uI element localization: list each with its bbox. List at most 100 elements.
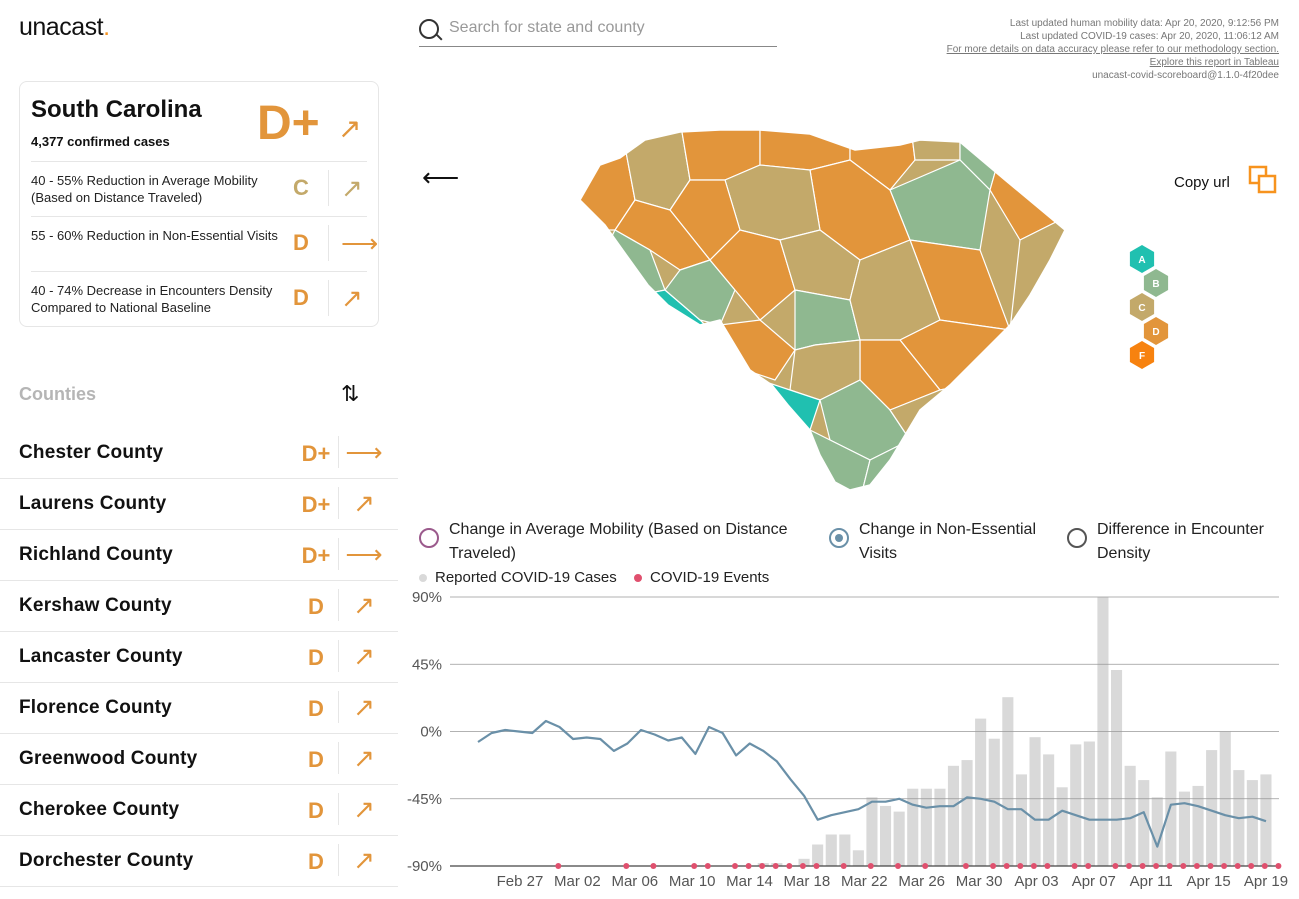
- event-dot: [772, 863, 779, 869]
- county-row[interactable]: Greenwood County D ↗: [0, 734, 398, 785]
- confirmed-cases: 4,377 confirmed cases: [31, 134, 170, 149]
- county-grade: D: [308, 747, 324, 772]
- metric-grade: C: [293, 175, 309, 200]
- trend-arrow-icon: ↗: [338, 487, 389, 519]
- county-row[interactable]: Kershaw County D ↗: [0, 581, 398, 632]
- county-row[interactable]: Florence County D ↗: [0, 683, 398, 734]
- radio-button[interactable]: [1067, 528, 1087, 548]
- mobility-updated: Last updated human mobility data: Apr 20…: [1009, 18, 1279, 29]
- county-name: Florence County: [19, 697, 172, 718]
- event-dot: [1261, 863, 1268, 869]
- search-icon[interactable]: [419, 19, 439, 39]
- county-row[interactable]: Cherokee County D ↗: [0, 785, 398, 836]
- event-dot: [1085, 863, 1092, 869]
- x-tick-label: Mar 18: [784, 873, 831, 890]
- grade-hex-a: [1129, 245, 1155, 273]
- event-dot: [704, 863, 711, 869]
- event-dot: [623, 863, 630, 869]
- sort-icon[interactable]: ⇅: [341, 381, 360, 406]
- case-bar: [1138, 780, 1150, 866]
- radio-button-selected[interactable]: [829, 528, 849, 548]
- option-label: Change in Non-Essential Visits: [859, 521, 1036, 562]
- copy-url-label[interactable]: Copy url: [1174, 174, 1230, 191]
- event-dot: [1180, 863, 1187, 869]
- option-label: Change in Average Mobility (Based on Dis…: [449, 521, 788, 562]
- cases-updated: Last updated COVID-19 cases: Apr 20, 202…: [1020, 31, 1279, 42]
- event-dot: [990, 863, 997, 869]
- tableau-link[interactable]: Explore this report in Tableau: [1149, 57, 1279, 68]
- county-row[interactable]: Lancaster County D ↗: [0, 632, 398, 683]
- county-region[interactable]: [560, 120, 636, 231]
- version-text: unacast-covid-scoreboard@1.1.0-4f20dee: [1092, 70, 1279, 81]
- event-dot: [1166, 863, 1173, 869]
- metric-grade: D: [293, 285, 309, 310]
- option-label: Difference in Encounter Density: [1097, 521, 1264, 562]
- counties-heading: Counties: [19, 384, 97, 404]
- x-tick-label: Mar 06: [611, 873, 658, 890]
- non-essential-visits-line: [477, 719, 1267, 848]
- county-name: Richland County: [19, 544, 173, 565]
- metric-text: 40 - 55% Reduction in Average Mobility (…: [31, 173, 258, 205]
- event-dot: [922, 863, 929, 869]
- legend-swatch: [634, 574, 642, 583]
- event-dot: [1030, 863, 1037, 869]
- case-bar: [798, 858, 810, 866]
- search-bar: [419, 16, 777, 47]
- county-grade: D: [308, 696, 324, 721]
- case-bar: [1083, 741, 1095, 866]
- y-tick-label: 0%: [420, 724, 442, 741]
- state-name: South Carolina: [31, 96, 202, 123]
- methodology-link[interactable]: For more details on data accuracy please…: [946, 44, 1279, 55]
- case-bar: [866, 797, 878, 866]
- grade-hex-b: [1143, 269, 1169, 297]
- trend-arrow-icon: ↗: [328, 280, 363, 316]
- trend-arrow-icon: ↗: [328, 170, 363, 206]
- event-dot: [1112, 863, 1119, 869]
- trend-arrow-icon: ⟶: [338, 538, 389, 570]
- trend-arrow-icon: ↗: [338, 844, 389, 876]
- county-grade: D+: [301, 492, 331, 517]
- x-tick-label: Mar 10: [669, 873, 716, 890]
- event-dot: [691, 863, 698, 869]
- grade-hex-label: B: [1152, 279, 1159, 290]
- event-dot: [1003, 863, 1010, 869]
- county-row[interactable]: Dorchester County D ↗: [0, 836, 398, 887]
- event-dot: [1221, 863, 1228, 869]
- event-dot: [895, 863, 901, 869]
- state-county-map[interactable]: [560, 120, 1080, 505]
- trend-arrow-icon: ↗: [338, 793, 389, 825]
- event-dot: [867, 863, 874, 869]
- case-bar: [1246, 780, 1258, 866]
- legend-events: COVID-19 Events: [634, 569, 769, 586]
- county-row[interactable]: Richland County D+ ⟶: [0, 530, 398, 581]
- legend-cases: Reported COVID-19 Cases: [419, 569, 617, 586]
- case-bar: [1056, 787, 1068, 866]
- trend-arrow-icon: ↗: [338, 589, 389, 621]
- county-name: Greenwood County: [19, 748, 198, 769]
- radio-button[interactable]: [419, 528, 439, 548]
- case-bar: [812, 844, 824, 866]
- county-row[interactable]: Laurens County D+ ↗: [0, 479, 398, 530]
- county-row[interactable]: Chester County D+ ⟶: [0, 428, 398, 479]
- arrow-left-icon[interactable]: ⟵: [422, 162, 460, 192]
- county-name: Dorchester County: [19, 850, 194, 871]
- x-tick-label: Mar 30: [956, 873, 1003, 890]
- y-tick-label: -45%: [407, 791, 442, 808]
- trend-arrow-icon: ⟶: [338, 436, 389, 468]
- unacast-logo[interactable]: unacast.: [19, 13, 110, 41]
- event-dot: [1044, 863, 1051, 869]
- event-dot: [786, 863, 793, 869]
- copy-icon[interactable]: [1248, 165, 1278, 200]
- search-input[interactable]: [447, 18, 771, 38]
- case-bar: [1002, 697, 1014, 866]
- event-dot: [1139, 863, 1146, 869]
- x-tick-label: Apr 19: [1244, 873, 1288, 890]
- y-tick-label: 90%: [412, 589, 442, 606]
- mobility-chart[interactable]: 90% 45% 0% -45% -90% Feb 27 Mar 02 Mar 06 Mar 10…: [400, 585, 1299, 899]
- state-summary-card: South Carolina 4,377 confirmed cases D+ …: [19, 81, 379, 327]
- county-region[interactable]: [759, 120, 851, 171]
- grade-hex-label: C: [1138, 303, 1145, 314]
- x-tick-label: Mar 22: [841, 873, 888, 890]
- county-name: Cherokee County: [19, 799, 180, 820]
- event-dot: [840, 863, 847, 869]
